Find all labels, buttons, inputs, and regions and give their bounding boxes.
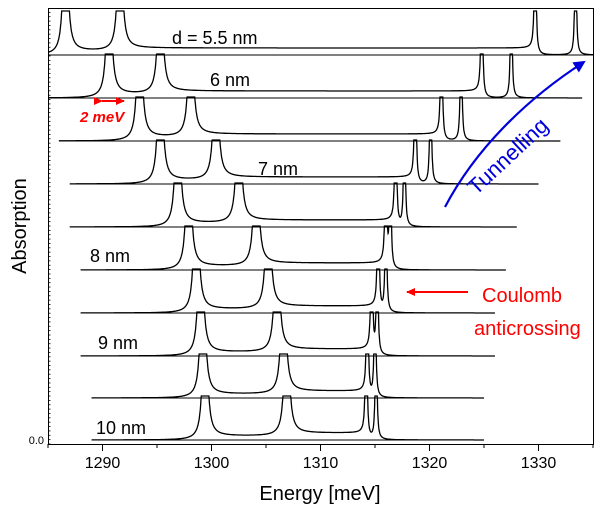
label-7nm: 7 nm <box>258 159 298 179</box>
x-tick-label: 1300 <box>194 455 230 472</box>
absorption-spectrum <box>48 10 593 56</box>
label-6nm: 6 nm <box>210 70 250 90</box>
x-tick-label: 1320 <box>412 455 448 472</box>
tunnelling-arrow <box>444 60 586 208</box>
x-tick-label: 1330 <box>521 455 557 472</box>
absorption-spectrum <box>80 268 495 314</box>
x-ticks: 1290 1300 1310 1320 1330 <box>47 444 594 472</box>
label-8nm: 8 nm <box>90 246 130 266</box>
absorption-spectrum <box>91 395 484 441</box>
absorption-spectrum <box>80 311 495 357</box>
spectra <box>48 10 593 441</box>
absorption-spectrum <box>48 53 583 99</box>
tunnelling-label: Tunnelling <box>462 113 553 200</box>
coulomb-label-1: Coulomb <box>482 285 562 307</box>
coulomb-label-2: anticrossing <box>474 318 581 340</box>
y-axis-label: Absorption <box>9 178 31 274</box>
label-9nm: 9 nm <box>98 333 138 353</box>
label-5p5nm: d = 5.5 nm <box>172 28 258 48</box>
y-minor-ticks <box>48 11 51 445</box>
label-10nm: 10 nm <box>96 418 146 438</box>
absorption-spectrum <box>80 225 506 271</box>
x-tick-label: 1290 <box>85 455 121 472</box>
x-axis-label: Energy [meV] <box>259 483 380 505</box>
absorption-spectrum <box>69 182 517 228</box>
absorption-spectrum <box>91 353 484 399</box>
scale-bar-label: 2 meV <box>79 109 126 126</box>
absorption-spectrum <box>69 139 539 185</box>
x-tick-label: 1310 <box>303 455 339 472</box>
absorption-spectrum <box>58 96 561 142</box>
y-tick-label: 0.0 <box>29 435 44 447</box>
